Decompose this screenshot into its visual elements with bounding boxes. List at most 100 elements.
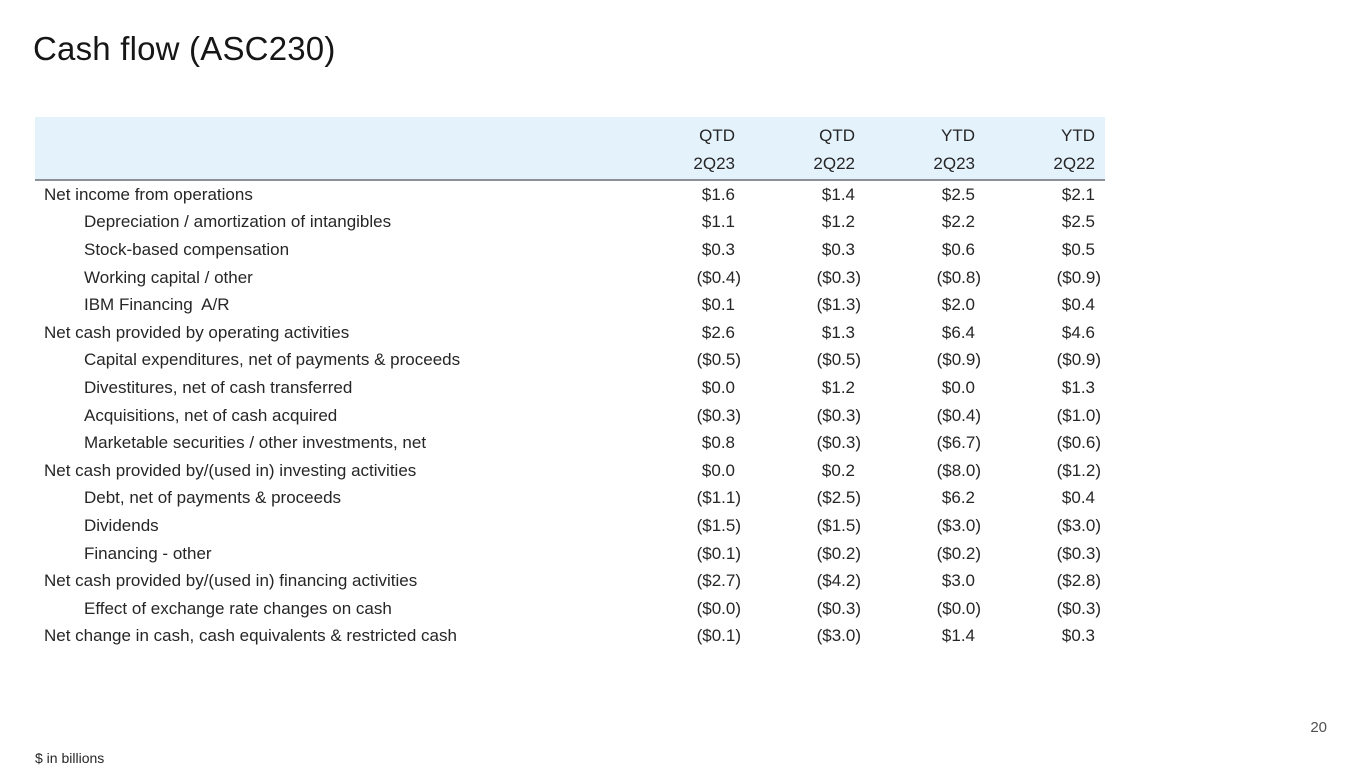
column-quarter-label: 2Q23 [693, 153, 735, 173]
row-label: Net cash provided by/(used in) investing… [44, 460, 417, 480]
column-quarter-label: 2Q23 [933, 153, 975, 173]
table-row: Net income from operations $1.6 $1.4 $2.5 $2… [35, 181, 1105, 209]
value-cell: $1.3 [1061, 377, 1095, 397]
value-cell: ($0.4) [936, 405, 981, 425]
value-cell: $0.1 [701, 295, 735, 315]
table-row: Stock-based compensation $0.3 $0.3 $0.6 $0.5 [35, 236, 1105, 264]
value-cell: $6.2 [941, 488, 975, 508]
table-row: Working capital / other ($0.4) ($0.3) ($0.8… [35, 264, 1105, 292]
value-cell: $0.4 [1061, 488, 1095, 508]
value-cell: $6.4 [941, 322, 975, 342]
value-cell: ($3.0) [816, 626, 861, 646]
table-row: Net cash provided by/(used in) financing… [35, 567, 1105, 595]
row-label: Effect of exchange rate changes on cash [84, 598, 392, 618]
value-cell: ($0.4) [696, 267, 741, 287]
table-row: IBM Financing A/R $0.1 ($1.3) $2.0 $0.4 [35, 291, 1105, 319]
row-label: Financing - other [84, 543, 212, 563]
row-label: Debt, net of payments & proceeds [84, 488, 342, 508]
value-cell: ($0.3) [816, 598, 861, 618]
value-cell: ($0.3) [696, 405, 741, 425]
table-row: Capital expenditures, net of payments & … [35, 347, 1105, 375]
value-cell: ($1.1) [696, 488, 741, 508]
value-cell: ($0.2) [936, 543, 981, 563]
value-cell: $1.4 [821, 184, 855, 204]
column-header-qtd-2q23: QTD 2Q23 [625, 117, 745, 179]
value-cell: $2.2 [941, 212, 975, 232]
value-cell: ($2.5) [816, 488, 861, 508]
value-cell: ($0.6) [1056, 433, 1101, 453]
cash-flow-table: QTD 2Q23 QTD 2Q22 YTD 2Q23 YTD 2Q22 Net income … [35, 117, 1105, 650]
value-cell: $4.6 [1061, 322, 1095, 342]
table-body: Net income from operations $1.6 $1.4 $2.5 $2… [35, 181, 1105, 650]
value-cell: $2.1 [1061, 184, 1095, 204]
value-cell: $1.1 [701, 212, 735, 232]
value-cell: $0.8 [701, 433, 735, 453]
row-label: IBM Financing A/R [84, 295, 230, 315]
value-cell: $0.5 [1061, 239, 1095, 259]
value-cell: ($0.2) [816, 543, 861, 563]
row-label: Net change in cash, cash equivalents & r… [44, 626, 457, 646]
value-cell: $2.6 [701, 322, 735, 342]
value-cell: ($1.5) [816, 515, 861, 535]
column-header-ytd-2q22: YTD 2Q22 [985, 117, 1105, 179]
value-cell: ($0.3) [816, 267, 861, 287]
table-row: Acquisitions, net of cash acquired ($0.3)… [35, 402, 1105, 430]
value-cell: ($0.0) [936, 598, 981, 618]
value-cell: ($2.8) [1056, 571, 1101, 591]
value-cell: ($3.0) [1056, 515, 1101, 535]
row-label: Acquisitions, net of cash acquired [84, 405, 338, 425]
column-period-label: QTD [699, 125, 735, 145]
value-cell: ($2.7) [696, 571, 741, 591]
value-cell: ($0.9) [936, 350, 981, 370]
table-row: Net cash provided by/(used in) investing… [35, 457, 1105, 485]
table-row: Effect of exchange rate changes on cash (… [35, 595, 1105, 623]
value-cell: $0.3 [1061, 626, 1095, 646]
value-cell: ($4.2) [816, 571, 861, 591]
value-cell: $0.3 [701, 239, 735, 259]
footnotes: $ in billions 2Q22 QTD/YTD includes imma… [35, 703, 515, 768]
value-cell: $0.6 [941, 239, 975, 259]
page-number: 20 [1310, 719, 1327, 736]
table-header: QTD 2Q23 QTD 2Q22 YTD 2Q23 YTD 2Q22 [35, 117, 1105, 181]
value-cell: ($0.3) [816, 433, 861, 453]
value-cell: $1.2 [821, 377, 855, 397]
value-cell: ($8.0) [936, 460, 981, 480]
row-label: Capital expenditures, net of payments & … [84, 350, 461, 370]
column-period-label: YTD [941, 125, 975, 145]
value-cell: ($0.3) [1056, 598, 1101, 618]
page-title: Cash flow (ASC230) [33, 30, 336, 67]
column-period-label: QTD [819, 125, 855, 145]
value-cell: ($0.0) [696, 598, 741, 618]
value-cell: $1.2 [821, 212, 855, 232]
value-cell: ($6.7) [936, 433, 981, 453]
value-cell: ($0.3) [816, 405, 861, 425]
value-cell: $0.2 [821, 460, 855, 480]
value-cell: ($0.8) [936, 267, 981, 287]
column-quarter-label: 2Q22 [813, 153, 855, 173]
value-cell: ($3.0) [936, 515, 981, 535]
value-cell: $2.0 [941, 295, 975, 315]
value-cell: ($1.2) [1056, 460, 1101, 480]
value-cell: ($1.3) [816, 295, 861, 315]
footnote-units: $ in billions [35, 750, 105, 766]
value-cell: ($0.3) [1056, 543, 1101, 563]
table-row: Net cash provided by operating activitie… [35, 319, 1105, 347]
value-cell: $0.4 [1061, 295, 1095, 315]
table-row: Depreciation / amortization of intangibl… [35, 209, 1105, 237]
row-label: Dividends [84, 515, 159, 535]
value-cell: ($0.5) [816, 350, 861, 370]
table-row: Net change in cash, cash equivalents & r… [35, 623, 1105, 651]
value-cell: $2.5 [941, 184, 975, 204]
column-header-qtd-2q22: QTD 2Q22 [745, 117, 865, 179]
column-header-ytd-2q23: YTD 2Q23 [865, 117, 985, 179]
row-label: Net income from operations [44, 184, 253, 204]
value-cell: ($0.1) [696, 626, 741, 646]
row-label: Stock-based compensation [84, 239, 290, 259]
value-cell: ($0.9) [1056, 350, 1101, 370]
row-label: Divestitures, net of cash transferred [84, 377, 353, 397]
row-label: Net cash provided by/(used in) financing… [44, 571, 418, 591]
value-cell: ($0.5) [696, 350, 741, 370]
row-label: Net cash provided by operating activitie… [44, 322, 350, 342]
header-label-spacer [35, 117, 625, 179]
